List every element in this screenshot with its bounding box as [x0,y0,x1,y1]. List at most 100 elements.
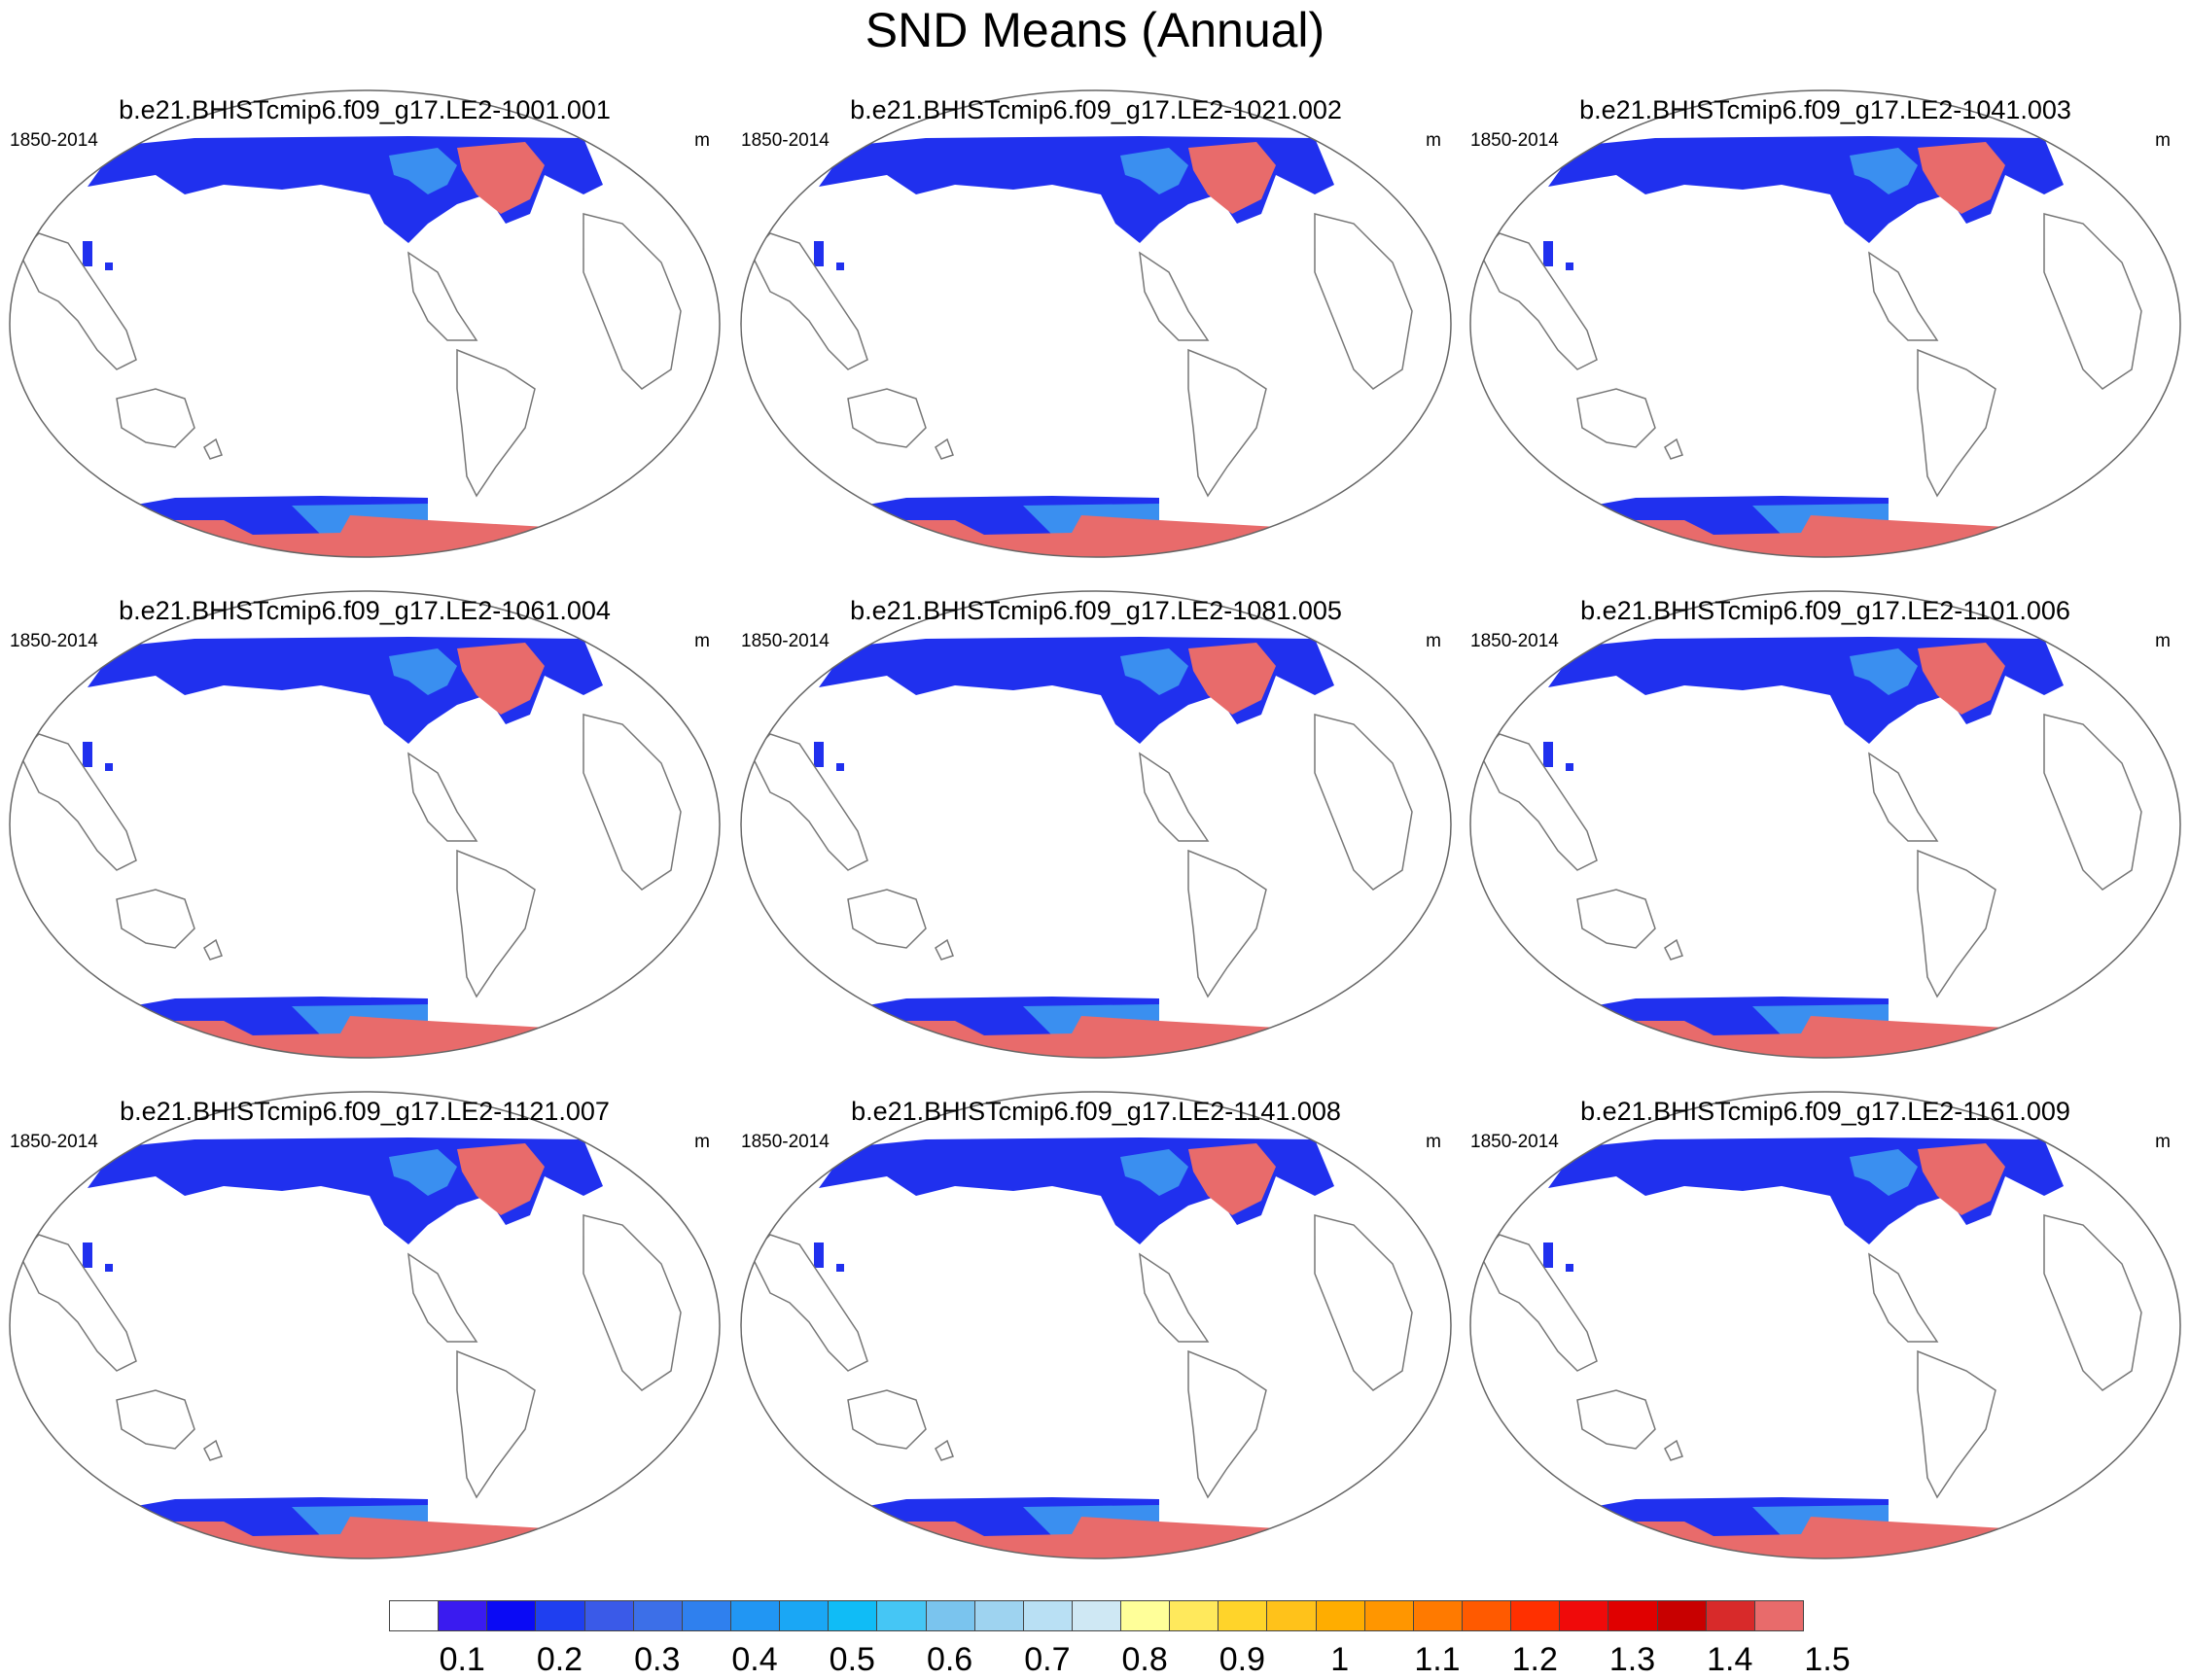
map-border [9,590,721,1059]
map-field [741,90,1451,557]
colorbar-label: 1.2 [1511,1641,1558,1678]
panel-title: b.e21.BHISTcmip6.f09_g17.LE2-1021.002 [850,95,1342,124]
coastline [1868,251,1939,341]
tibet-snow [1543,1242,1553,1268]
greenland-snow-deep [1188,643,1276,715]
coastline [750,232,868,370]
northern-snow-medium [1850,1149,1918,1196]
colorbar-label: 1.3 [1608,1641,1656,1678]
panel-title: b.e21.BHISTcmip6.f09_g17.LE2-1001.001 [119,95,611,124]
map-panel: b.e21.BHISTcmip6.f09_g17.LE2-1161.009 185… [1461,1079,2190,1580]
coastline [583,1214,682,1391]
panel-period: 1850-2014 [741,130,830,151]
colorbar-swatch [486,1600,537,1631]
coastline [1187,1349,1267,1499]
colorbar-label: 0.3 [634,1641,681,1678]
map-panel: b.e21.BHISTcmip6.f09_g17.LE2-1021.002 185… [731,78,1461,578]
coastline [1576,1389,1656,1450]
coastline [18,232,137,370]
coastline [407,1252,478,1343]
figure-title: SND Means (Annual) [865,3,1325,57]
colorbar-swatch [779,1600,830,1631]
panel-title: b.e21.BHISTcmip6.f09_g17.LE2-1061.004 [119,596,611,625]
colorbar-swatch [1315,1600,1365,1631]
colorbar-swatch [681,1600,731,1631]
panel-period: 1850-2014 [741,631,830,651]
coastline [847,388,927,448]
panel-period: 1850-2014 [10,631,98,651]
colorbar-label: 0.6 [926,1641,973,1678]
coastline [203,438,223,460]
colorbar-label: 1.5 [1804,1641,1851,1678]
coastline [407,251,478,341]
map-panel: b.e21.BHISTcmip6.f09_g17.LE2-1001.001 185… [0,78,729,578]
colorbar-label: 0.8 [1121,1641,1168,1678]
colorbar-label: 1.4 [1707,1641,1753,1678]
coastline [1139,1252,1210,1343]
colorbar-swatch [583,1600,634,1631]
northern-snow-medium [1120,148,1188,194]
coastline [1187,849,1267,998]
coastline [1664,938,1683,961]
northern-snow-medium [389,148,457,194]
map-field [741,591,1451,1058]
colorbar-label: 0.2 [536,1641,583,1678]
panel-period: 1850-2014 [1470,130,1559,151]
coastline [116,889,195,949]
panel-title: b.e21.BHISTcmip6.f09_g17.LE2-1041.003 [1579,95,2071,124]
tibet-snow [105,262,113,270]
coastline [1868,1252,1939,1343]
coastline [1576,388,1656,448]
greenland-snow-deep [457,142,545,214]
coastline [2043,1214,2142,1391]
coastline [935,938,954,961]
colorbar-label: 0.9 [1219,1641,1266,1678]
colorbar-swatch [1363,1600,1414,1631]
coastline [116,1389,195,1450]
tibet-snow [83,1242,92,1268]
colorbar-swatch [729,1600,781,1631]
tibet-snow [105,1264,113,1272]
coastline [935,438,954,460]
greenland-snow-deep [1918,643,2005,715]
tibet-snow [1543,742,1553,767]
coastline [1314,714,1413,891]
panel-units: m [694,130,710,151]
northern-snow-medium [1850,648,1918,695]
colorbar-swatch [1169,1600,1219,1631]
coastline [18,1234,137,1372]
coastline [583,714,682,891]
map-border [740,1091,1452,1559]
colorbar-label: 1 [1330,1641,1350,1678]
panel-units: m [2155,130,2171,151]
panel-units: m [1426,130,1441,151]
coastline [1917,849,1996,998]
northern-snow-medium [389,1149,457,1196]
coastline [1479,1234,1598,1372]
coastline [1479,733,1598,871]
map-panel: b.e21.BHISTcmip6.f09_g17.LE2-1061.004 185… [0,578,729,1079]
colorbar-swatch [1607,1600,1658,1631]
tibet-snow [836,763,844,771]
colorbar-swatch [876,1600,927,1631]
colorbar-swatch [973,1600,1024,1631]
coastline [1917,348,1996,498]
coastline [456,849,536,998]
antarctica-snow-deep [68,1517,681,1558]
colorbar-swatch [1120,1600,1171,1631]
tibet-snow [814,241,824,266]
colorbar-swatch [1071,1600,1122,1631]
colorbar-label: 0.4 [731,1641,778,1678]
map-border [740,590,1452,1059]
map-border [740,89,1452,558]
colorbar-swatch [632,1600,683,1631]
panel-period: 1850-2014 [10,130,98,151]
coastline [583,213,682,390]
map-panel: b.e21.BHISTcmip6.f09_g17.LE2-1101.006 185… [1461,578,2190,1079]
map-field [741,1092,1451,1558]
coastline [750,1234,868,1372]
coastline [1664,438,1683,460]
colorbar-swatch [1022,1600,1073,1631]
map-field [10,1092,720,1558]
tibet-snow [836,262,844,270]
